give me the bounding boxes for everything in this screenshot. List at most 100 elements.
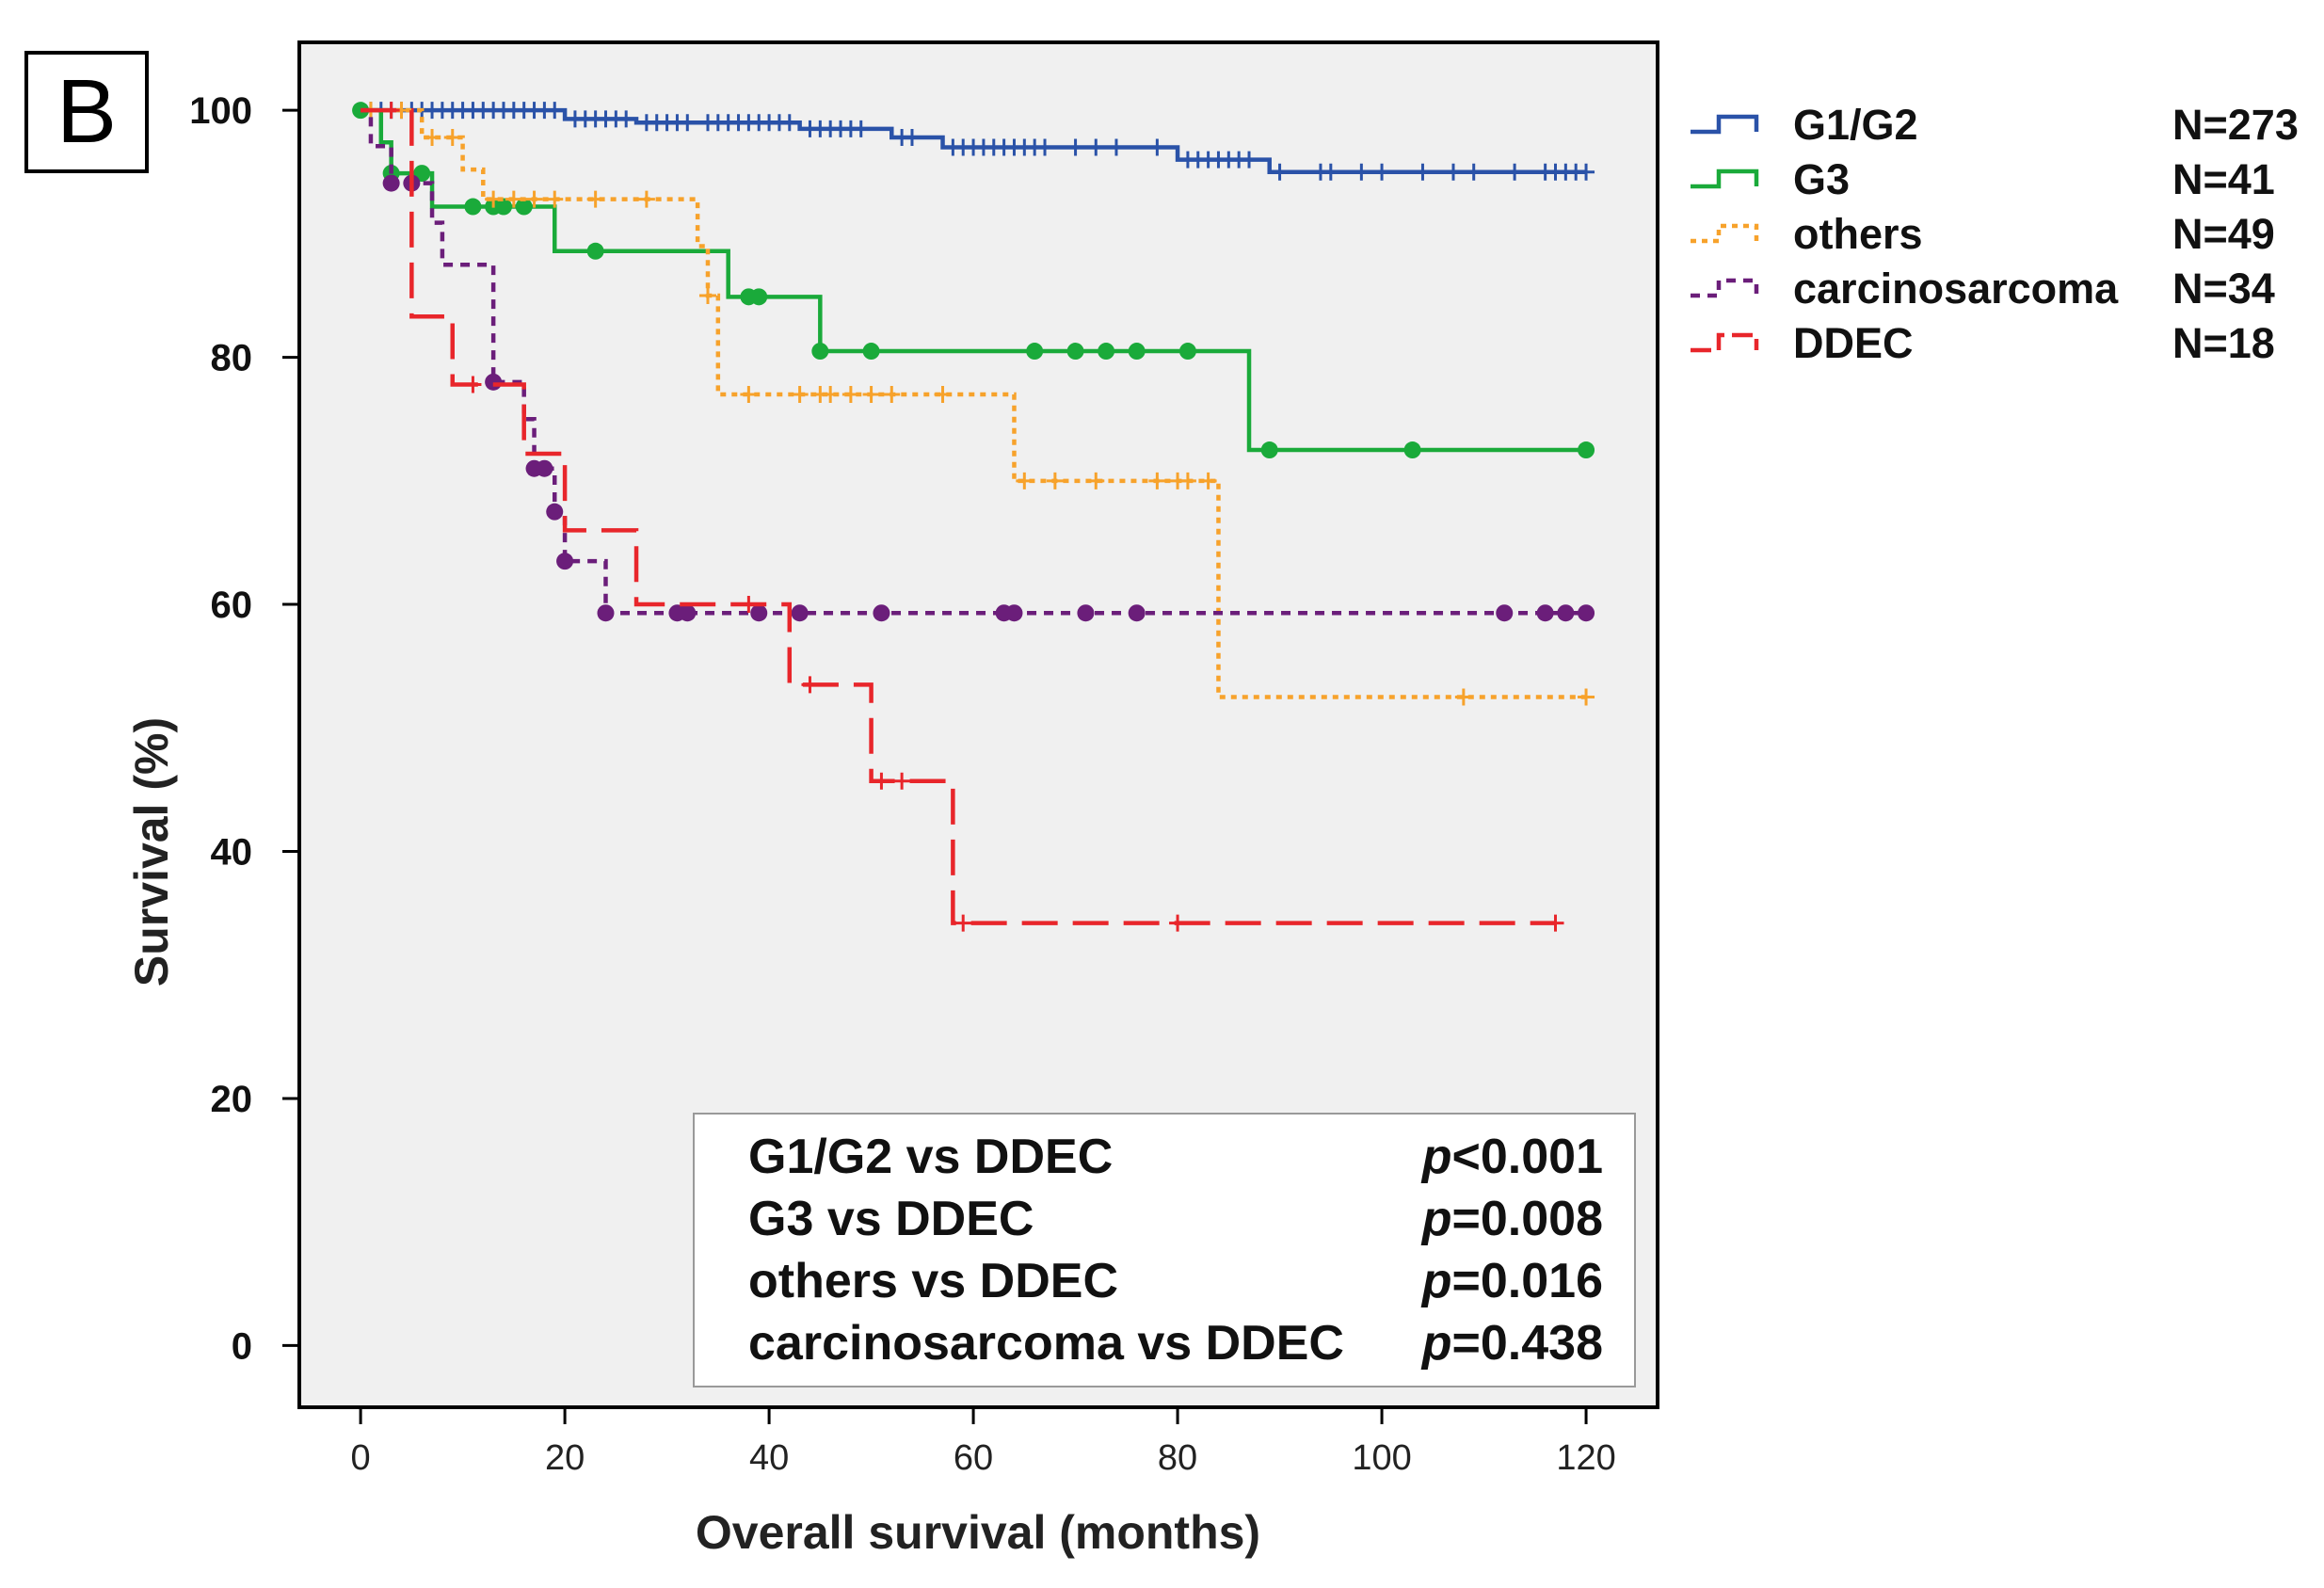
pvalue-box-frame xyxy=(693,1113,1636,1387)
series-layer xyxy=(352,102,1595,932)
censor-mark xyxy=(515,198,533,216)
y-tick-label: 100 xyxy=(189,90,252,132)
x-axis-title: Overall survival (months) xyxy=(696,1506,1260,1559)
legend-swatch xyxy=(1691,114,1759,135)
censor-mark xyxy=(464,198,482,216)
censor-mark xyxy=(1578,163,1595,181)
km-step-line xyxy=(361,107,1587,699)
censor-mark xyxy=(1578,604,1595,622)
censor-mark xyxy=(811,343,829,361)
pvalue-row: carcinosarcoma vs DDEC p=0.438 xyxy=(748,1316,1603,1371)
censor-mark xyxy=(1414,163,1432,181)
censor-mark xyxy=(1036,138,1054,156)
censor-mark xyxy=(893,772,911,790)
y-axis-title: Survival (%) xyxy=(125,717,178,986)
x-tick-label: 60 xyxy=(954,1438,993,1478)
censor-mark xyxy=(1454,688,1472,706)
censor-mark xyxy=(382,102,400,120)
censor-mark xyxy=(382,174,400,192)
p-value: p=0.016 xyxy=(1420,1254,1603,1308)
comparison-label: others vs DDEC xyxy=(748,1254,1118,1308)
censor-mark xyxy=(883,385,901,403)
legend-item: others N=49 xyxy=(1691,210,2275,258)
censor-mark xyxy=(801,676,819,694)
censor-mark xyxy=(1148,472,1166,489)
p-value-number: =0.008 xyxy=(1452,1192,1604,1246)
p-letter: p xyxy=(1420,1192,1452,1246)
censor-mark xyxy=(679,114,697,132)
legend-label: DDEC xyxy=(1793,319,1914,367)
censor-mark xyxy=(1260,441,1278,459)
legend-swatch xyxy=(1691,223,1759,244)
censor-mark xyxy=(1107,138,1125,156)
censor-mark xyxy=(862,385,880,403)
censor-mark xyxy=(546,102,564,120)
x-tick-label: 0 xyxy=(351,1438,371,1478)
censor-mark xyxy=(485,373,503,391)
censor-mark xyxy=(822,385,840,403)
censor-mark xyxy=(505,190,522,208)
axes: 0 20 40 60 80 100 120 0 20 40 60 80 100 xyxy=(189,90,1616,1478)
km-step-line xyxy=(361,107,1587,616)
censor-mark xyxy=(1506,163,1524,181)
p-value: p=0.438 xyxy=(1420,1316,1603,1371)
p-value: p=0.008 xyxy=(1420,1192,1603,1246)
legend: G1/G2 N=273 G3 N=41 others N=49 carcinosarcoma… xyxy=(1691,101,2299,367)
censor-mark xyxy=(536,459,553,477)
y-tick-label: 0 xyxy=(232,1325,252,1367)
legend-swatch xyxy=(1691,168,1759,189)
censor-mark xyxy=(1353,163,1370,181)
legend-n: N=41 xyxy=(2172,155,2275,203)
censor-mark xyxy=(1322,163,1339,181)
legend-n: N=273 xyxy=(2172,101,2299,149)
pvalue-row: others vs DDEC p=0.016 xyxy=(748,1254,1603,1308)
p-value: p<0.001 xyxy=(1420,1130,1603,1184)
censor-mark xyxy=(1373,163,1391,181)
x-tick-label: 40 xyxy=(749,1438,789,1478)
series-others xyxy=(361,102,1595,706)
p-letter: p xyxy=(1420,1130,1452,1184)
censor-mark xyxy=(1087,472,1105,489)
censor-mark xyxy=(740,596,758,614)
censor-mark xyxy=(1066,343,1084,361)
censor-mark xyxy=(780,114,798,132)
series-ddec xyxy=(361,102,1564,932)
censor-mark xyxy=(494,198,512,216)
legend-label: G3 xyxy=(1793,155,1850,203)
p-value-number: =0.016 xyxy=(1452,1254,1604,1308)
censor-mark xyxy=(597,604,615,622)
legend-swatch xyxy=(1691,278,1759,298)
censor-mark xyxy=(1128,343,1146,361)
censor-mark xyxy=(740,385,758,403)
censor-mark xyxy=(546,503,564,521)
p-value-number: <0.001 xyxy=(1452,1130,1604,1184)
censor-mark xyxy=(750,288,768,306)
censor-mark xyxy=(586,242,604,260)
censor-mark xyxy=(1016,472,1034,489)
legend-swatch xyxy=(1691,332,1759,353)
y-tick-label: 80 xyxy=(211,338,253,379)
censor-mark xyxy=(903,129,921,147)
legend-item: carcinosarcoma N=34 xyxy=(1691,265,2275,313)
censor-mark xyxy=(1445,163,1463,181)
series-g1-g2 xyxy=(361,102,1595,181)
x-tick-label: 120 xyxy=(1556,1438,1615,1478)
censor-mark xyxy=(1578,688,1595,706)
x-tick-label: 80 xyxy=(1158,1438,1197,1478)
censor-mark xyxy=(464,376,482,393)
censor-mark xyxy=(525,190,543,208)
p-letter: p xyxy=(1420,1254,1452,1308)
legend-n: N=49 xyxy=(2172,210,2275,258)
censor-mark xyxy=(443,129,461,147)
legend-label: carcinosarcoma xyxy=(1793,265,2119,313)
censor-mark xyxy=(546,190,564,208)
censor-mark xyxy=(485,190,503,208)
legend-label: others xyxy=(1793,210,1923,258)
legend-label: G1/G2 xyxy=(1793,101,1918,149)
censor-mark xyxy=(1148,138,1166,156)
censor-mark xyxy=(1557,604,1575,622)
censor-mark xyxy=(934,385,952,403)
legend-n: N=18 xyxy=(2172,319,2275,367)
pvalue-row: G3 vs DDEC p=0.008 xyxy=(748,1192,1603,1246)
